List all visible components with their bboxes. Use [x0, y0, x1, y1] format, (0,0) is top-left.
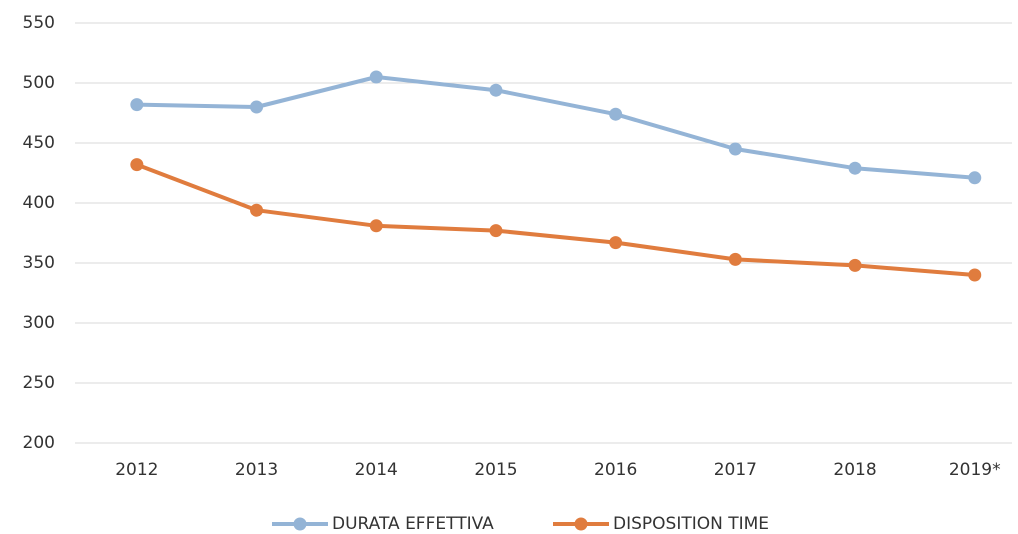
legend-label: DURATA EFFETTIVA [332, 514, 494, 534]
point [369, 70, 383, 84]
y-tick-label: 250 [23, 373, 55, 393]
x-tick-label: 2012 [115, 460, 158, 480]
point [369, 219, 383, 233]
y-tick-label: 300 [23, 313, 55, 333]
x-tick-label: 2019* [949, 460, 1001, 480]
series-line [136, 162, 975, 277]
point [609, 236, 623, 250]
y-tick-label: 350 [23, 253, 55, 273]
point [489, 83, 503, 97]
legend-marker [574, 517, 588, 531]
series-line [136, 75, 975, 180]
point [848, 161, 862, 175]
legend-label: DISPOSITION TIME [613, 514, 769, 534]
point [728, 142, 742, 156]
point [728, 252, 742, 266]
point [609, 107, 623, 121]
x-tick-label: 2017 [714, 460, 757, 480]
y-tick-label: 500 [23, 73, 55, 93]
y-tick-label: 200 [23, 433, 55, 453]
x-tick-label: 2014 [355, 460, 398, 480]
point [968, 268, 982, 282]
point [968, 171, 982, 185]
x-tick-label: 2018 [833, 460, 876, 480]
y-tick-label: 450 [23, 133, 55, 153]
point [250, 203, 264, 217]
point [250, 100, 264, 114]
point [130, 158, 144, 172]
y-tick-label: 550 [23, 13, 55, 33]
point [489, 224, 503, 238]
point [130, 98, 144, 112]
x-tick-label: 2015 [474, 460, 517, 480]
x-tick-label: 2016 [594, 460, 637, 480]
legend-marker [293, 517, 307, 531]
point [848, 258, 862, 272]
y-tick-label: 400 [23, 193, 55, 213]
x-tick-label: 2013 [235, 460, 278, 480]
